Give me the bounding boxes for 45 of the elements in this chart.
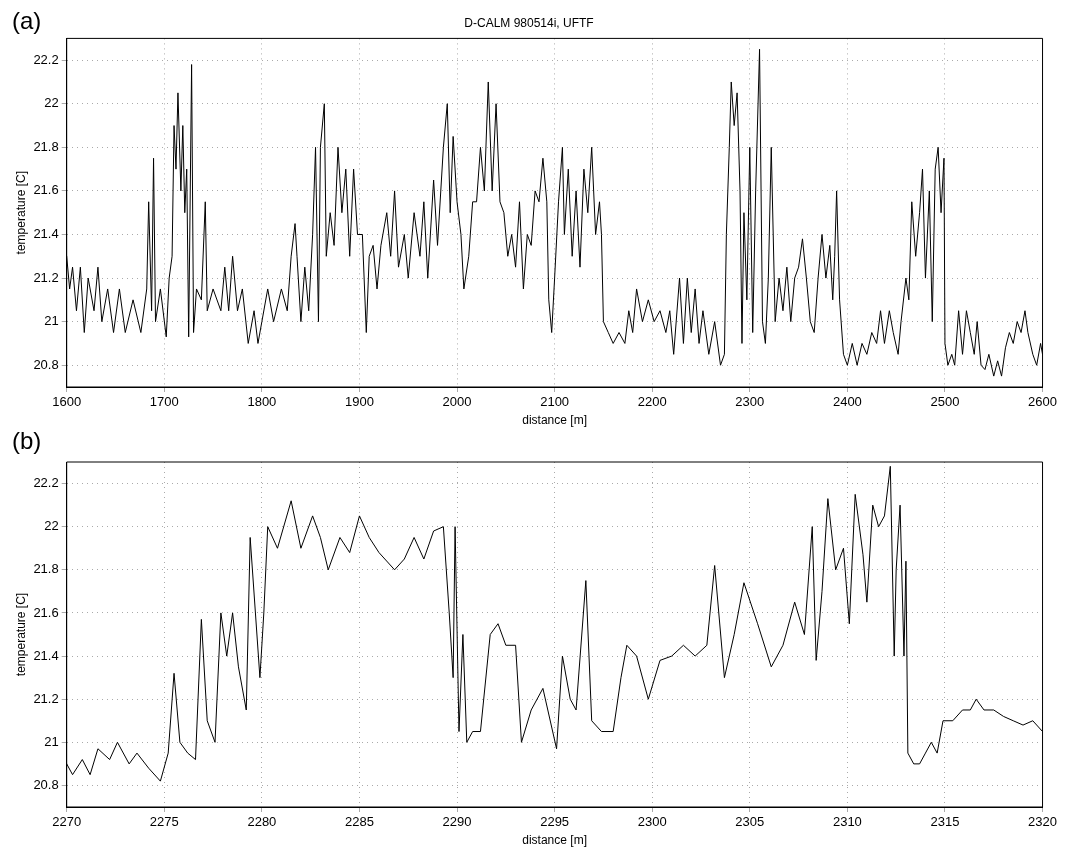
y-tick-label: 21.2 — [33, 269, 59, 285]
text: (b) — [12, 426, 42, 454]
text: (a) — [12, 6, 42, 34]
y-tick-label: 21.6 — [33, 182, 59, 198]
x-tick-label: 2000 — [442, 394, 472, 410]
x-tick-label: 1800 — [247, 394, 277, 410]
y-tick-label: 22 — [44, 518, 59, 534]
x-tick-label: 2100 — [540, 394, 570, 410]
y-tick-label: 22 — [44, 95, 59, 111]
y-tick-label: 20.8 — [33, 356, 59, 372]
y-tick-label: 21 — [44, 313, 59, 329]
x-tick-label: 1900 — [344, 394, 374, 410]
x-tick-label: 2275 — [149, 814, 179, 830]
x-tick-label: 2200 — [637, 394, 667, 410]
x-tick-label: 2280 — [247, 814, 277, 830]
x-tick-label: 2285 — [344, 814, 374, 830]
y-tick-label: 21.6 — [33, 604, 59, 620]
y-tick-label: 21 — [44, 733, 59, 749]
x-tick-label: 2310 — [832, 814, 862, 830]
x-tick-label: 2270 — [52, 814, 82, 830]
x-tick-label: 1600 — [52, 394, 82, 410]
y-tick-label: 21.8 — [33, 561, 59, 577]
y-axis-title: temperature [C] — [13, 171, 28, 255]
x-tick-label: 2290 — [442, 814, 472, 830]
y-tick-label: 20.8 — [33, 777, 59, 793]
x-tick-label: 2295 — [540, 814, 570, 830]
x-tick-label: 2315 — [930, 814, 960, 830]
x-tick-label: 2320 — [1028, 814, 1057, 830]
y-tick-label: 22.2 — [33, 475, 59, 491]
y-tick-label: 21.4 — [33, 226, 59, 242]
x-tick-label: 1700 — [149, 394, 179, 410]
y-tick-label: 21.4 — [33, 647, 59, 663]
x-axis-title: distance [m] — [522, 413, 587, 428]
x-tick-label: 2300 — [735, 394, 765, 410]
y-tick-label: 21.2 — [33, 690, 59, 706]
x-tick-label: 2600 — [1028, 394, 1057, 410]
x-axis-title: distance [m] — [522, 833, 587, 848]
y-axis-title: temperature [C] — [13, 592, 28, 677]
x-tick-label: 2305 — [735, 814, 765, 830]
x-tick-label: 2500 — [930, 394, 960, 410]
chart-title: D-CALM 980514i, UFTF — [464, 15, 594, 30]
x-tick-label: 2300 — [637, 814, 667, 830]
y-tick-label: 21.8 — [33, 138, 59, 154]
x-tick-label: 2400 — [832, 394, 862, 410]
y-tick-label: 22.2 — [33, 51, 59, 67]
